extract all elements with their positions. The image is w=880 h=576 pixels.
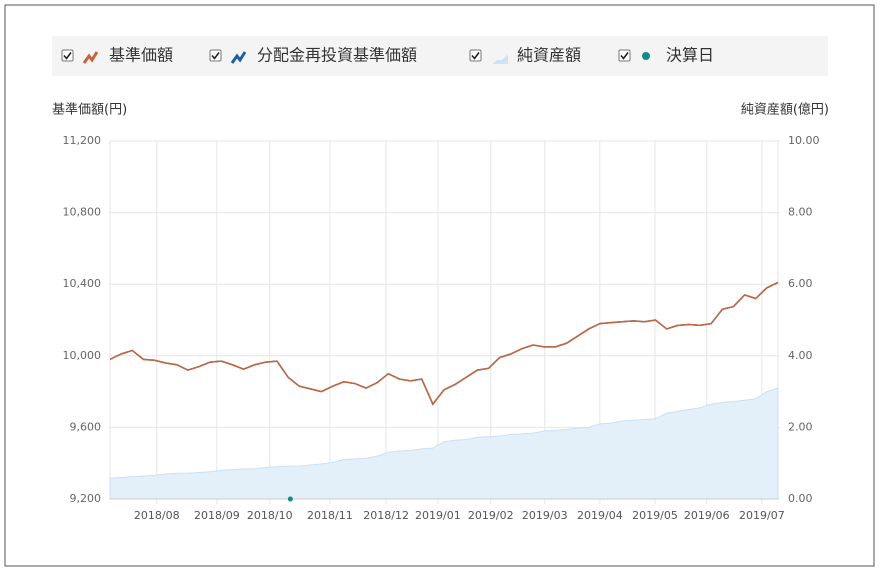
legend-check — [211, 52, 220, 60]
x-tick-label: 2018/08 — [134, 509, 180, 522]
x-tick-label: 2019/04 — [577, 509, 623, 522]
legend-bar — [52, 36, 828, 76]
area — [109, 387, 779, 500]
legend-checkbox[interactable] — [618, 49, 631, 62]
y-tick-label: 11,200 — [63, 134, 102, 147]
legend-icon — [230, 51, 247, 64]
legend-label[interactable]: 分配金再投資基準価額 — [257, 46, 417, 65]
y-axis-title: 基準価額(円) — [52, 102, 127, 118]
legend-label[interactable]: 基準価額 — [109, 46, 173, 65]
settlement-dot — [287, 496, 293, 502]
y-tick-label: 9,200 — [70, 492, 102, 505]
legend-icon — [492, 54, 508, 64]
legend-icon — [642, 52, 650, 60]
x-tick-label: 2019/05 — [632, 509, 678, 522]
x-tick-label: 2019/06 — [684, 509, 730, 522]
line — [109, 281, 779, 406]
y2-tick-label: 10.00 — [788, 134, 820, 147]
legend-icon — [82, 51, 99, 64]
x-tick-label: 2018/11 — [307, 509, 353, 522]
x-tick-label: 2019/01 — [415, 509, 461, 522]
y2-tick-label: 8.00 — [788, 206, 813, 219]
legend-check — [471, 52, 480, 60]
x-tick-label: 2018/12 — [363, 509, 409, 522]
y-tick-label: 10,000 — [63, 349, 102, 362]
y-tick-label: 9,600 — [70, 420, 102, 433]
legend-label[interactable]: 決算日 — [666, 46, 714, 65]
legend-check — [63, 52, 72, 60]
legend-checkbox[interactable] — [61, 49, 74, 62]
y2-tick-label: 4.00 — [788, 349, 813, 362]
x-tick-label: 2018/09 — [194, 509, 240, 522]
y-tick-label: 10,400 — [63, 277, 102, 290]
y2-tick-label: 0.00 — [788, 492, 813, 505]
y2-axis-title: 純資産額(億円) — [741, 102, 829, 118]
legend-label[interactable]: 純資産額 — [517, 46, 581, 65]
y-tick-label: 10,800 — [63, 206, 102, 219]
y2-tick-label: 2.00 — [788, 420, 813, 433]
legend-check — [620, 52, 629, 60]
y2-tick-label: 6.00 — [788, 277, 813, 290]
x-tick-label: 2018/10 — [247, 509, 293, 522]
legend-checkbox[interactable] — [469, 49, 482, 62]
legend-checkbox[interactable] — [209, 49, 222, 62]
x-tick-label: 2019/02 — [468, 509, 514, 522]
x-tick-label: 2019/07 — [739, 509, 785, 522]
x-tick-label: 2019/03 — [522, 509, 568, 522]
